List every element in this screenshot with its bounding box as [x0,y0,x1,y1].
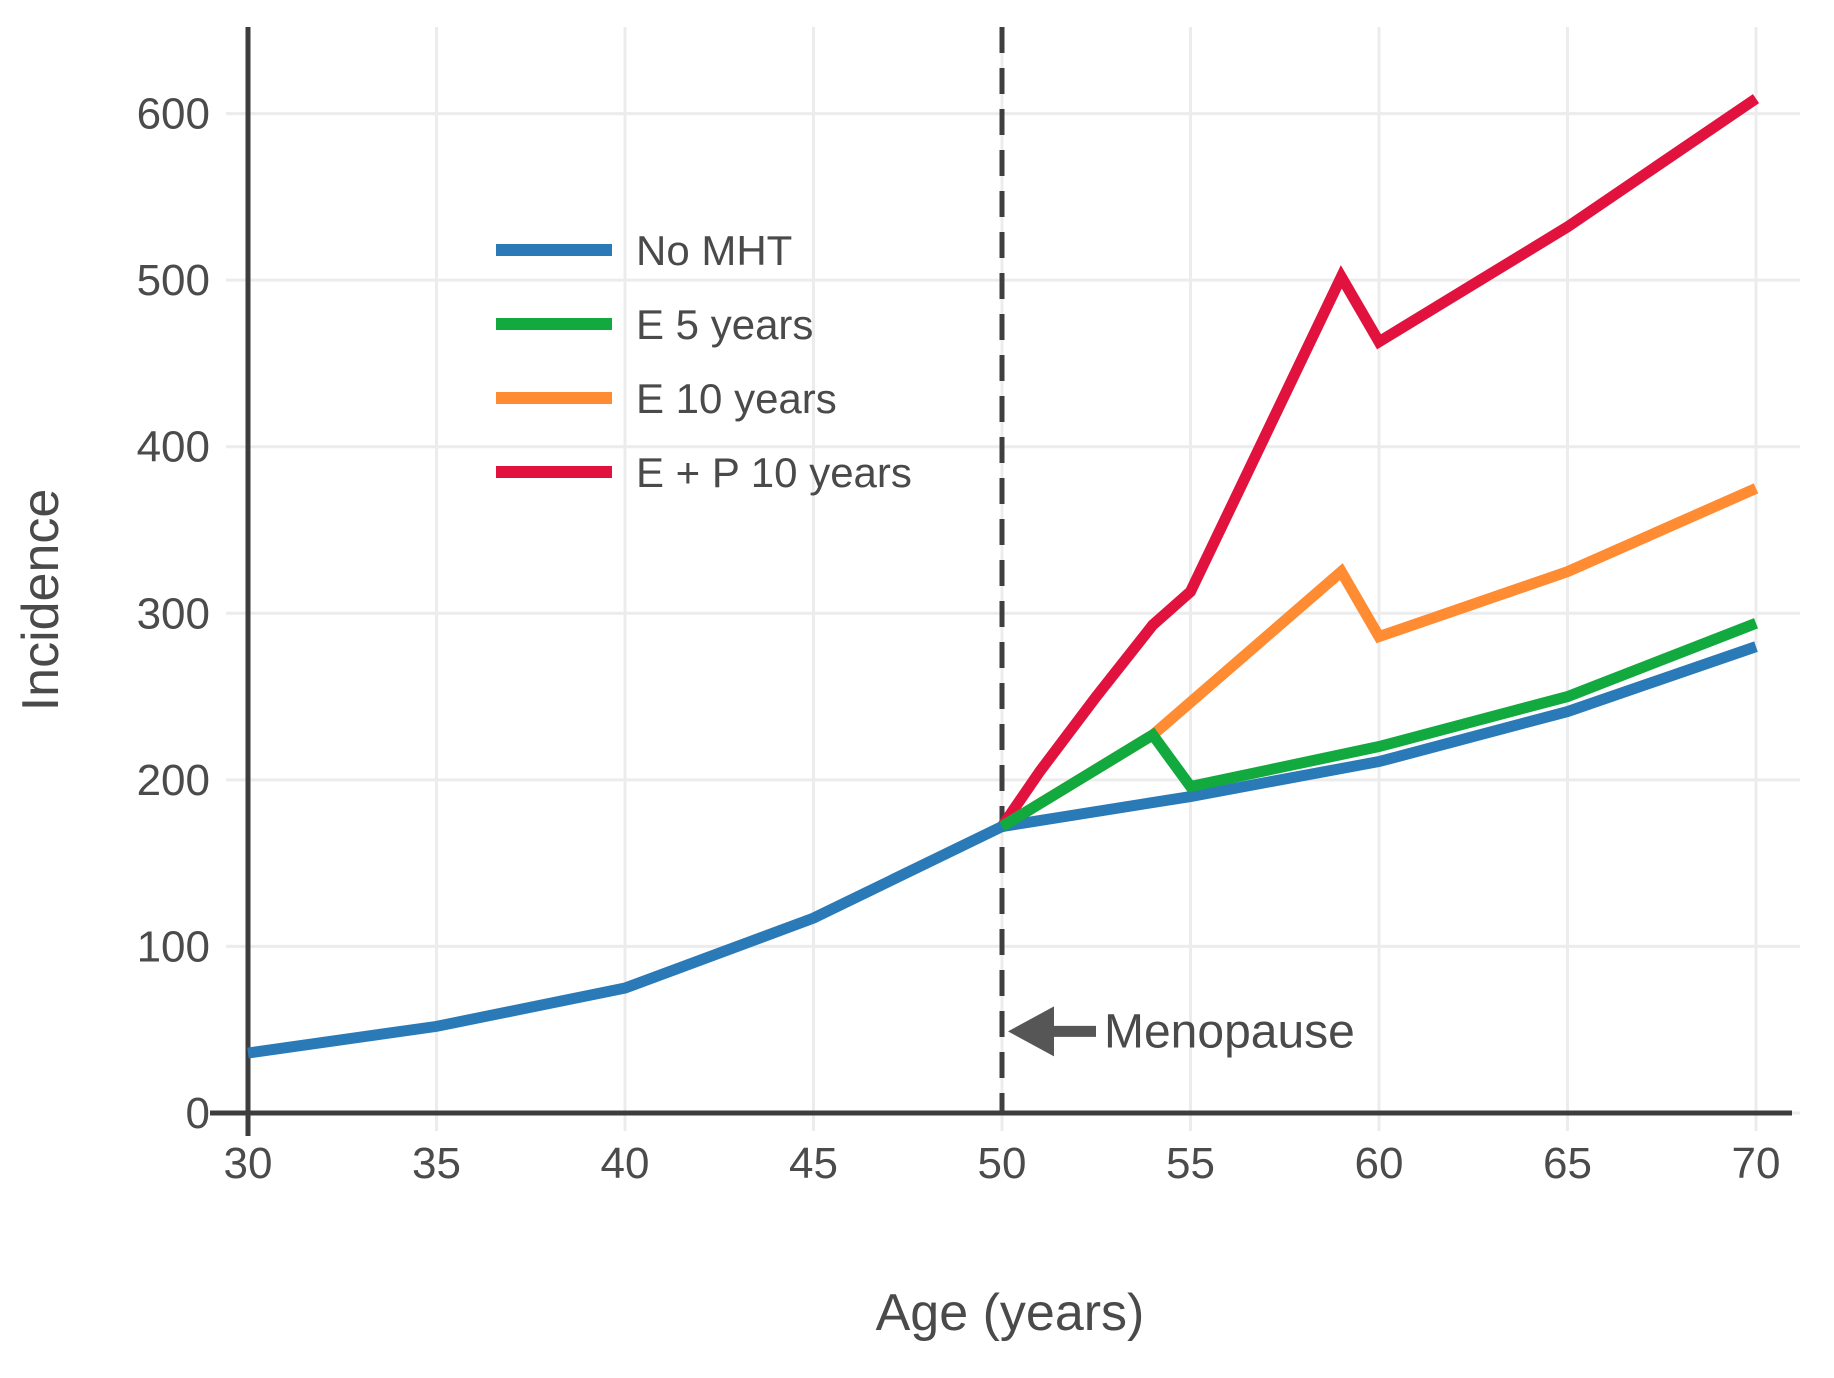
legend: No MHT E 5 years E 10 years E + P 10 years [496,227,912,496]
grid-layer [226,27,1800,1131]
x-tick-label: 60 [1355,1139,1404,1188]
y-tick-label: 300 [137,589,210,638]
legend-label: E 10 years [636,375,837,422]
legend-label: E + P 10 years [636,449,912,496]
x-tick-label: 55 [1166,1139,1215,1188]
x-tick-label: 35 [412,1139,461,1188]
x-tick-label: 70 [1732,1139,1781,1188]
y-axis-title: Incidence [12,489,70,712]
x-tick-label: 45 [789,1139,838,1188]
legend-label: No MHT [636,227,792,274]
tick-label-layer: 30 35 40 45 50 55 60 65 70 0 100 200 300 400 500 600 [137,90,1781,1188]
y-tick-label: 0 [186,1089,210,1138]
y-tick-label: 500 [137,256,210,305]
x-tick-label: 30 [224,1139,273,1188]
left-arrow-icon [1008,1006,1096,1057]
x-tick-label: 65 [1543,1139,1592,1188]
series-layer [247,94,1760,1059]
x-tick-label: 40 [601,1139,650,1188]
y-tick-label: 100 [137,922,210,971]
x-tick-label: 50 [978,1139,1027,1188]
y-tick-label: 600 [137,90,210,139]
series-line-e-p-10-years [997,94,1760,830]
series-line-e-5-years [999,618,1758,832]
x-axis-title: Age (years) [876,1284,1145,1342]
menopause-annotation: Menopause [1008,1005,1355,1058]
y-tick-label: 200 [137,756,210,805]
menopause-label: Menopause [1104,1005,1355,1058]
legend-label: E 5 years [636,301,813,348]
y-tick-label: 400 [137,423,210,472]
